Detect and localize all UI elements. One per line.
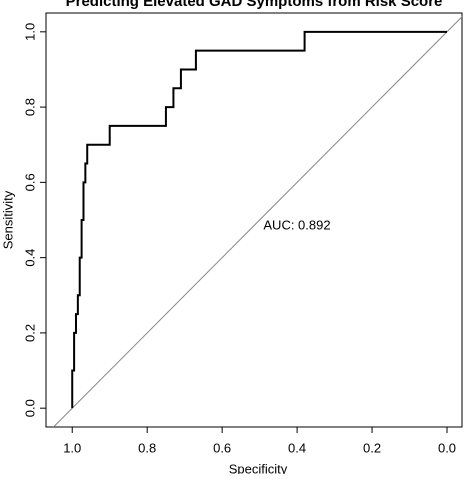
x-tick-label: 0.2 [363, 440, 381, 455]
y-tick-label: 1.0 [22, 23, 37, 41]
x-tick-label: 0.8 [138, 440, 156, 455]
y-axis-label: Sensitivity [0, 190, 15, 249]
chart-title: Predicting Elevated GAD Symptoms from Ri… [66, 0, 443, 10]
reference-line [53, 16, 463, 428]
roc-curve [71, 30, 448, 409]
x-tick-label: 1.0 [63, 440, 81, 455]
x-tick-label: 0.6 [213, 440, 231, 455]
annotation: AUC: 0.892 [263, 217, 330, 232]
y-tick-label: 0.0 [22, 399, 37, 417]
x-tick-label: 0.0 [438, 440, 456, 455]
y-tick-label: 0.4 [22, 249, 37, 267]
x-tick-label: 0.4 [288, 440, 306, 455]
y-tick-label: 0.2 [22, 324, 37, 342]
plot-frame [45, 12, 463, 428]
y-tick-label: 0.6 [22, 173, 37, 191]
x-axis-label: Specificity [229, 461, 288, 474]
y-tick-label: 0.8 [22, 98, 37, 116]
